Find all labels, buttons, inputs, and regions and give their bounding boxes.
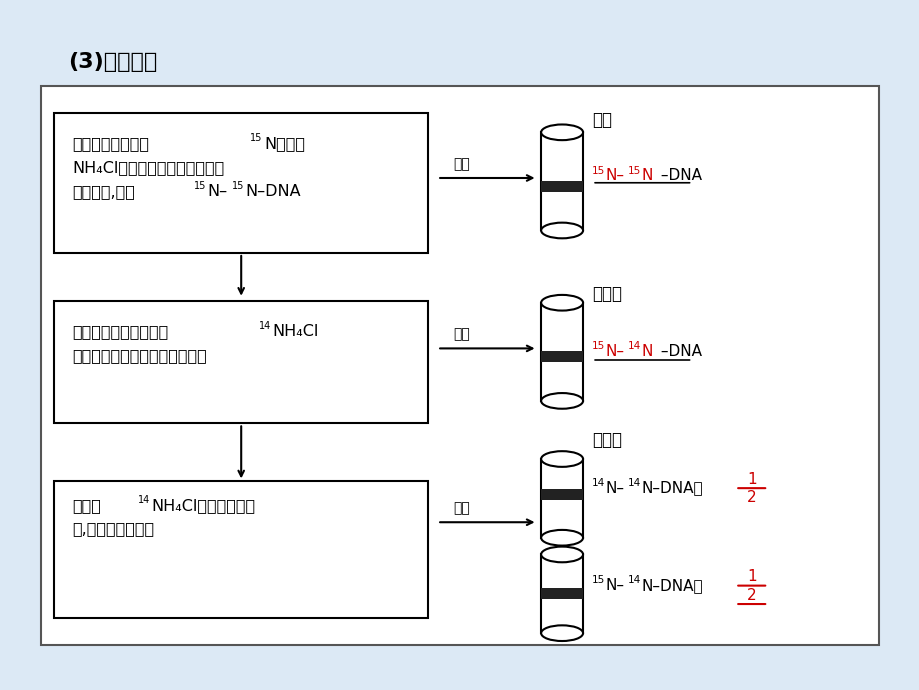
Ellipse shape [540, 295, 583, 310]
Bar [540, 589, 583, 599]
Text: –DNA: –DNA [655, 168, 701, 184]
Ellipse shape [540, 223, 583, 238]
Bar [54, 113, 427, 253]
Text: 将该大肠杆菌转移到以: 将该大肠杆菌转移到以 [73, 324, 168, 339]
Ellipse shape [540, 124, 583, 140]
Bar [540, 489, 583, 500]
Text: 15: 15 [592, 342, 605, 351]
Bar [540, 351, 583, 362]
Bar [540, 181, 583, 192]
Bar [540, 303, 583, 401]
Text: 离心: 离心 [453, 328, 470, 342]
Text: (3)实验过程: (3)实验过程 [68, 52, 157, 72]
Text: 2: 2 [746, 588, 755, 602]
Text: 14: 14 [258, 321, 270, 331]
Text: 子二代: 子二代 [592, 431, 621, 449]
Bar [540, 459, 583, 538]
Text: N–DNA占: N–DNA占 [641, 481, 702, 495]
Text: 15: 15 [592, 575, 605, 585]
Text: 养,分裂产生子二代: 养,分裂产生子二代 [73, 522, 154, 537]
Text: 在含有: 在含有 [73, 497, 101, 513]
Text: 1: 1 [746, 472, 755, 486]
Text: N–: N– [208, 184, 227, 199]
Bar [540, 555, 583, 633]
Text: N–DNA占: N–DNA占 [641, 578, 702, 593]
Text: 亲代: 亲代 [592, 111, 611, 129]
Text: N–: N– [606, 344, 624, 359]
FancyBboxPatch shape [40, 86, 879, 645]
Text: 离心: 离心 [453, 502, 470, 515]
Text: 14: 14 [627, 342, 641, 351]
Ellipse shape [540, 451, 583, 467]
Text: 2: 2 [746, 490, 755, 505]
Text: 14: 14 [627, 477, 641, 488]
Bar [54, 482, 427, 618]
Text: 1: 1 [746, 569, 755, 584]
Text: NH₄Cl: NH₄Cl [272, 324, 318, 339]
Bar [54, 301, 427, 424]
Ellipse shape [540, 530, 583, 546]
Text: 15: 15 [194, 181, 206, 191]
Text: –DNA: –DNA [655, 344, 701, 359]
Text: 子一代: 子一代 [592, 285, 621, 303]
Text: 15: 15 [592, 166, 605, 176]
Text: 大肠杆菌,获得: 大肠杆菌,获得 [73, 184, 135, 199]
Text: 14: 14 [592, 477, 605, 488]
Text: NH₄Cl为唯一氮源的培养液培养: NH₄Cl为唯一氮源的培养液培养 [73, 160, 224, 175]
Text: 15: 15 [232, 181, 244, 191]
Bar [540, 132, 583, 230]
Text: N: N [641, 168, 652, 184]
Text: 14: 14 [627, 575, 641, 585]
Text: 为唯一氮源的培养液中培养一代: 为唯一氮源的培养液中培养一代 [73, 348, 207, 363]
Text: 用以放射性同位素: 用以放射性同位素 [73, 137, 150, 151]
Text: N: N [641, 344, 652, 359]
Text: N标记的: N标记的 [264, 137, 305, 151]
Ellipse shape [540, 625, 583, 641]
Text: 15: 15 [250, 133, 263, 144]
Text: N–: N– [606, 481, 624, 495]
Ellipse shape [540, 393, 583, 408]
Text: 14: 14 [138, 495, 151, 505]
Text: N–: N– [606, 168, 624, 184]
Ellipse shape [540, 546, 583, 562]
Text: NH₄Cl的培养基中培: NH₄Cl的培养基中培 [152, 497, 255, 513]
Text: 15: 15 [627, 166, 641, 176]
Text: N–DNA: N–DNA [245, 184, 301, 199]
Text: 离心: 离心 [453, 157, 470, 171]
Text: N–: N– [606, 578, 624, 593]
